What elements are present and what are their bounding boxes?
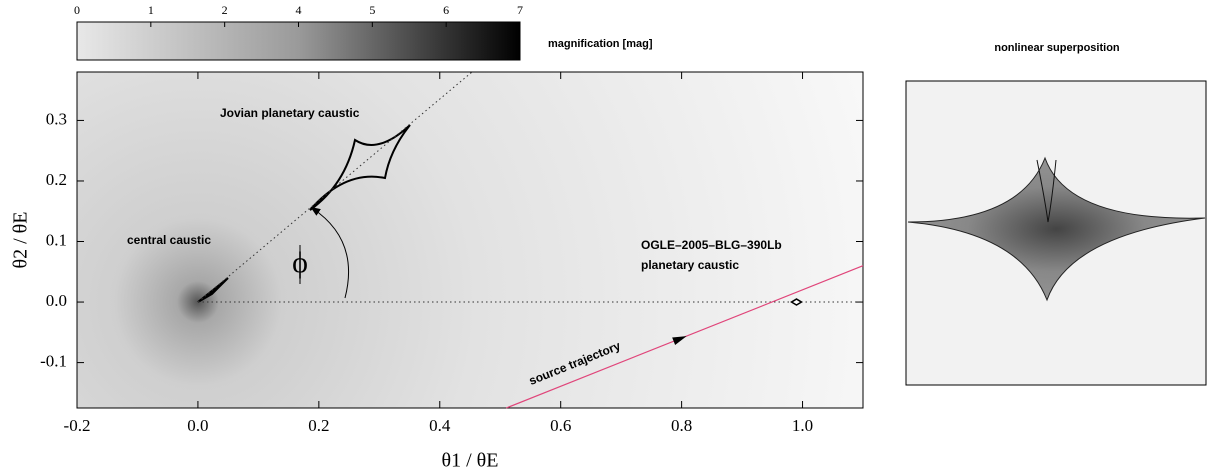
colorbar-label: magnification [mag] xyxy=(548,38,653,50)
colorbar-tick-label: 7 xyxy=(517,3,523,17)
x-tick-label: 0.2 xyxy=(308,416,329,435)
y-tick-label: -0.1 xyxy=(40,352,67,371)
jovian-caustic xyxy=(309,124,411,211)
colorbar-tick-label: 1 xyxy=(148,3,154,17)
inset-caustic xyxy=(907,156,1206,302)
y-tick-label: 0.3 xyxy=(46,109,67,128)
colorbar-tick-label: 2 xyxy=(222,3,228,17)
y-tick-label: 0.2 xyxy=(46,170,67,189)
annotation: OGLE–2005–BLG–390Lb xyxy=(641,238,782,252)
x-axis-label: θ1 / θE xyxy=(442,450,499,472)
inset-caustic xyxy=(1036,159,1057,223)
planet-caustic xyxy=(790,298,803,306)
angle-arc xyxy=(310,206,349,299)
x-tick-label: 0.4 xyxy=(429,416,451,435)
colorbar-tick-label: 5 xyxy=(369,3,375,17)
x-tick-label: -0.2 xyxy=(64,416,91,435)
colorbar-tick-label: 4 xyxy=(296,3,302,17)
axis-line xyxy=(197,71,473,303)
x-tick-label: 0.0 xyxy=(187,416,208,435)
y-axis-label: θ2 / θE xyxy=(10,212,32,269)
y-tick-label: 0.1 xyxy=(46,230,67,249)
magnification-map xyxy=(77,72,863,408)
plot-frame xyxy=(76,71,864,409)
inset-title: nonlinear superposition xyxy=(994,42,1120,54)
annotation: planetary caustic xyxy=(641,258,739,272)
colorbar xyxy=(76,21,521,61)
colorbar-tick-label: 0 xyxy=(74,3,80,17)
colorbar-tick-label: 6 xyxy=(443,3,449,17)
x-tick-label: 0.6 xyxy=(550,416,571,435)
x-tick-label: 1.0 xyxy=(792,416,813,435)
annotation: central caustic xyxy=(127,233,211,247)
annotation: ϕ xyxy=(292,246,308,279)
main-plot xyxy=(197,71,863,303)
x-tick-label: 0.8 xyxy=(671,416,692,435)
y-tick-label: 0.0 xyxy=(46,291,67,310)
annotation: Jovian planetary caustic xyxy=(220,106,360,120)
trajectory-arrow xyxy=(672,336,687,345)
